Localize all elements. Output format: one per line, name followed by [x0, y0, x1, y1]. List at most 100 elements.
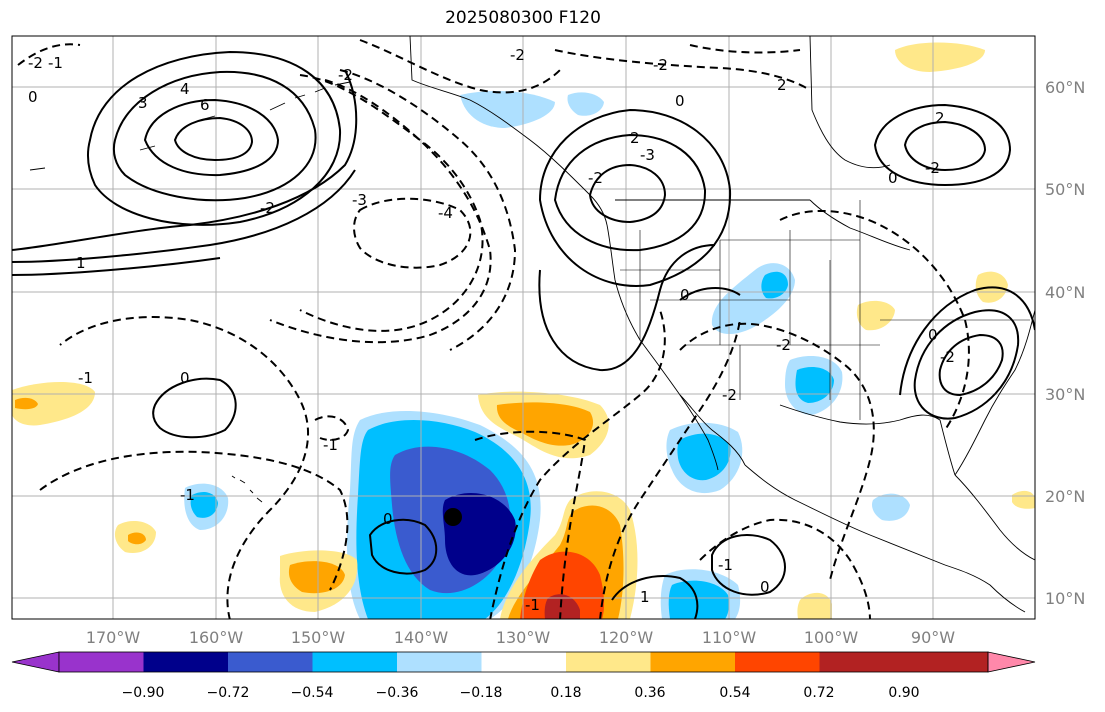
- contour-zero-south: [368, 518, 438, 575]
- colorbar-extend-low: [11, 651, 60, 673]
- lon-label: 150°W: [291, 628, 346, 647]
- colorbar-label: 0.18: [550, 685, 581, 701]
- lon-label: 130°W: [496, 628, 551, 647]
- contour-high-west-3: [173, 116, 254, 162]
- contour-label: 2: [777, 76, 787, 94]
- contour-label: 2: [935, 109, 945, 127]
- hudson-bay: [809, 36, 891, 169]
- colorbar-label: 0.72: [803, 685, 834, 701]
- contour-neg-17: [359, 39, 561, 94]
- contour-neg-2: [59, 316, 309, 619]
- contour-high-west-6: [12, 169, 356, 263]
- contour-zero-ep: [711, 534, 786, 596]
- colorbar-label: −0.90: [122, 685, 165, 701]
- lat-label: 20°N: [1045, 487, 1085, 506]
- colorbar-segment: [735, 652, 820, 672]
- colorbar-label: −0.18: [460, 685, 503, 701]
- colorbar-segment: [59, 652, 144, 672]
- baja: [679, 394, 719, 471]
- colorbar-segment: [566, 652, 651, 672]
- contour-label: 1: [640, 588, 650, 606]
- colorbar-label: 0.36: [634, 685, 665, 701]
- contour-high-west-5: [12, 69, 358, 251]
- contour-label: -3: [640, 146, 655, 164]
- lon-label: 120°W: [599, 628, 654, 647]
- west-coast-na: [606, 224, 746, 466]
- contour-label: -2: [28, 54, 43, 72]
- contour-label: -1: [323, 436, 338, 454]
- colorbar-frame: [58, 651, 989, 673]
- contour-neg-15: [689, 44, 801, 54]
- east-coast: [954, 309, 1035, 476]
- colorbar-extend-high: [987, 651, 1036, 673]
- contour-label: -2: [510, 46, 525, 64]
- contour-label: -3: [352, 191, 367, 209]
- shade-negative-alaska: [460, 90, 555, 128]
- colorbar-segment: [143, 652, 229, 672]
- contour-label: 3: [138, 94, 148, 112]
- contour-label: -1: [718, 556, 733, 574]
- colorbar-labels: −0.90 −0.72 −0.54 −0.36 −0.18 0.18 0.36 …: [122, 685, 920, 701]
- lon-label: 160°W: [189, 628, 244, 647]
- contour-label: 0: [928, 326, 938, 344]
- contour-label: -4: [438, 204, 453, 222]
- hawaii-islands: [231, 475, 263, 503]
- contour-label: 6: [200, 96, 210, 114]
- colorbar-label: 0.90: [888, 685, 919, 701]
- shade-positive-caribbean: [1012, 490, 1035, 509]
- shade-negative-ep-core: [668, 580, 729, 619]
- contour-label: 1: [76, 254, 86, 272]
- us-canada-border: [615, 199, 911, 251]
- contour-label: -2: [776, 336, 791, 354]
- colorbar-segment: [481, 652, 567, 672]
- contour-neg-7: [489, 309, 666, 619]
- colorbar-segment: [650, 652, 736, 672]
- colorbar-segment: [312, 652, 398, 672]
- contour-label: -1: [180, 486, 195, 504]
- mexico-coast: [744, 464, 946, 566]
- contour-neg-9: [599, 319, 741, 619]
- contour-neg-1: [17, 43, 81, 66]
- contour-label: -1: [78, 369, 93, 387]
- contour-label: 0: [383, 510, 393, 528]
- map-plot-area: -2 -1 0 3 4 6 -2 -3 -4 1 -1 0 -2 2 -2 -3…: [12, 36, 1035, 619]
- shade-positive-dark-south: [544, 594, 580, 619]
- contour-high-bc-4: [538, 244, 716, 372]
- contour-label: 0: [180, 369, 190, 387]
- shade-positive-canada: [895, 42, 985, 72]
- anomaly-shading: [12, 42, 1035, 619]
- storm-center-marker: [444, 508, 462, 526]
- contour-label: 0: [680, 286, 690, 304]
- negative-contours: [17, 39, 970, 619]
- contour-high-west-2: [143, 98, 280, 177]
- contour-high-bc-3: [538, 108, 732, 287]
- lon-label: 110°W: [702, 628, 757, 647]
- colorbar-label: −0.36: [376, 685, 419, 701]
- contour-label: -2: [722, 386, 737, 404]
- contour-label: 0: [675, 92, 685, 110]
- map-frame: [11, 35, 1036, 620]
- colorbar-segment: [397, 652, 482, 672]
- contour-high-ne-2: [903, 120, 987, 172]
- contour-label: 0: [28, 88, 38, 106]
- contour-high-bc-1: [553, 133, 707, 252]
- contour-high-west-4: [86, 50, 342, 226]
- shade-positive-westpac: [12, 382, 95, 426]
- shade-positive-red-south: [520, 551, 605, 619]
- shade-negative-hawaii-core: [190, 491, 218, 518]
- contour-neg-10: [679, 322, 875, 581]
- contour-label: -1: [48, 54, 63, 72]
- lon-label: 170°W: [86, 628, 141, 647]
- contour-label: -2: [588, 169, 603, 187]
- contour-high-bc-2: [588, 163, 667, 224]
- lon-label: 90°W: [911, 628, 955, 647]
- contour-one-se: [611, 575, 699, 619]
- latitude-labels: 60°N 50°N 40°N 30°N 20°N 10°N: [1045, 78, 1085, 608]
- contour-label: -2: [653, 56, 668, 74]
- contour-high-east-3: [899, 286, 1035, 396]
- contour-label: 2: [630, 129, 640, 147]
- central-america: [944, 474, 1035, 613]
- contour-label: -2: [940, 348, 955, 366]
- shade-positive-westpac-core: [15, 397, 38, 410]
- map-title: 2025080300 F120: [445, 8, 601, 28]
